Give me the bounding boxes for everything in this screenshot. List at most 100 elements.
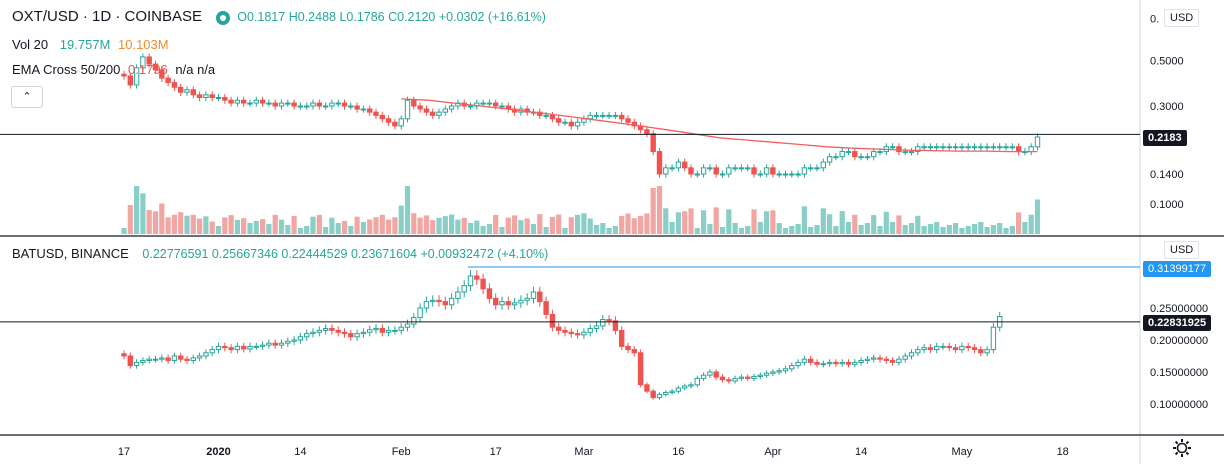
oxt-candle (713, 167, 719, 175)
oxt-candle (871, 151, 877, 158)
bat-symbol-title[interactable]: BATUSD, BINANCE (12, 246, 129, 261)
volume-bar (631, 218, 637, 234)
volume-bar (348, 226, 354, 234)
volume-label[interactable]: Vol 20 (12, 37, 49, 52)
oxt-candle (946, 146, 952, 149)
oxt-candle (1034, 136, 1041, 148)
oxt-candle (763, 167, 770, 175)
volume-bar (776, 223, 782, 234)
volume-bar (606, 228, 612, 234)
oxt-candle (241, 99, 247, 104)
bat-candle (852, 361, 858, 365)
collapse-legend-button[interactable]: ⌃ (11, 86, 43, 108)
oxt-candle (1003, 146, 1009, 149)
bat-candle (833, 361, 839, 365)
oxt-candle (864, 156, 871, 159)
volume-bar (845, 222, 852, 234)
bat-candle (625, 345, 631, 351)
oxt-candle (1009, 146, 1015, 149)
ema-label[interactable]: EMA Cross 50/200 (12, 62, 121, 77)
volume-bar (386, 219, 392, 234)
oxt-candle (619, 114, 625, 120)
volume-bar (278, 219, 285, 234)
time-tick-label: May (952, 446, 973, 458)
time-axis[interactable]: 17 2020 14 Feb 17 Mar 16 Apr 14 May 18 (118, 446, 1069, 458)
oxt-candle (852, 151, 858, 158)
bat-price-axis[interactable]: 0.25000000 0.20000000 0.15000000 0.10000000 (1150, 303, 1208, 411)
bat-candle (121, 353, 127, 357)
oxt-candle (990, 146, 997, 149)
volume-bar (373, 217, 379, 234)
gear-icon[interactable] (1172, 438, 1192, 458)
bat-candle (776, 370, 782, 373)
volume-bar (197, 218, 203, 234)
volume-bar (820, 208, 826, 234)
volume-value-2: 10.103M (118, 37, 169, 52)
oxt-currency-label[interactable]: USD (1164, 9, 1200, 27)
oxt-candle (877, 151, 883, 154)
bat-candle (203, 352, 209, 357)
oxt-candle (562, 121, 568, 124)
volume-bar (833, 226, 839, 234)
bat-candle (278, 342, 285, 346)
volume-bar (518, 220, 524, 234)
volume-bar (549, 216, 555, 234)
volume-bar (663, 208, 669, 234)
bat-candle (423, 301, 430, 309)
bat-candle (637, 352, 644, 386)
volume-bar (757, 222, 763, 234)
volume-bar (140, 193, 146, 234)
bat-candle (915, 349, 921, 354)
oxt-candle (669, 167, 675, 170)
bat-candle (675, 387, 682, 392)
bat-candle (971, 347, 978, 351)
bat-candle (612, 320, 619, 331)
oxt-candle (209, 94, 215, 98)
bat-candle (669, 390, 675, 393)
oxt-candle (921, 146, 927, 149)
volume-bar (392, 217, 398, 234)
volume-bar (864, 223, 870, 234)
bat-currency-label[interactable]: USD (1164, 241, 1200, 259)
volume-bar (178, 212, 184, 234)
volume-bar (619, 215, 625, 234)
volume-bar (745, 226, 751, 234)
bat-candle (247, 345, 253, 350)
volume-bar (127, 205, 133, 234)
oxt-candle (398, 118, 404, 127)
oxt-candle (335, 102, 341, 105)
oxt-candle (719, 173, 726, 176)
oxt-symbol-title[interactable]: OXT/USD · 1D · COINBASE (12, 8, 203, 25)
bat-candle (707, 371, 713, 376)
oxt-candle (354, 105, 360, 110)
volume-bar (253, 220, 259, 234)
bat-candle (763, 372, 770, 376)
oxt-price-tick: 0.1000 (1150, 199, 1184, 211)
oxt-candle (644, 129, 650, 135)
bat-candle (417, 307, 423, 319)
volume-bar (486, 224, 492, 234)
volume-bar (587, 218, 593, 234)
volume-bar (650, 188, 656, 234)
volume-bar (751, 209, 757, 234)
oxt-candle (896, 146, 902, 153)
bat-price-tick: 0.10000000 (1150, 399, 1208, 411)
oxt-candle (663, 167, 669, 175)
volume-bar (304, 226, 310, 234)
oxt-candle (965, 146, 971, 149)
bat-candle (713, 371, 719, 378)
oxt-candle (839, 151, 845, 158)
oxt-candle (1028, 146, 1034, 153)
bat-candle (782, 368, 789, 372)
volume-bar (247, 223, 253, 234)
volume-bar (575, 214, 581, 234)
bat-candle (978, 349, 984, 354)
oxt-candle (549, 114, 556, 120)
volume-bar (499, 227, 505, 234)
market-status-icon[interactable] (215, 10, 230, 25)
bat-candle (530, 291, 537, 299)
volume-bar (354, 216, 360, 234)
volume-bar (984, 227, 990, 234)
